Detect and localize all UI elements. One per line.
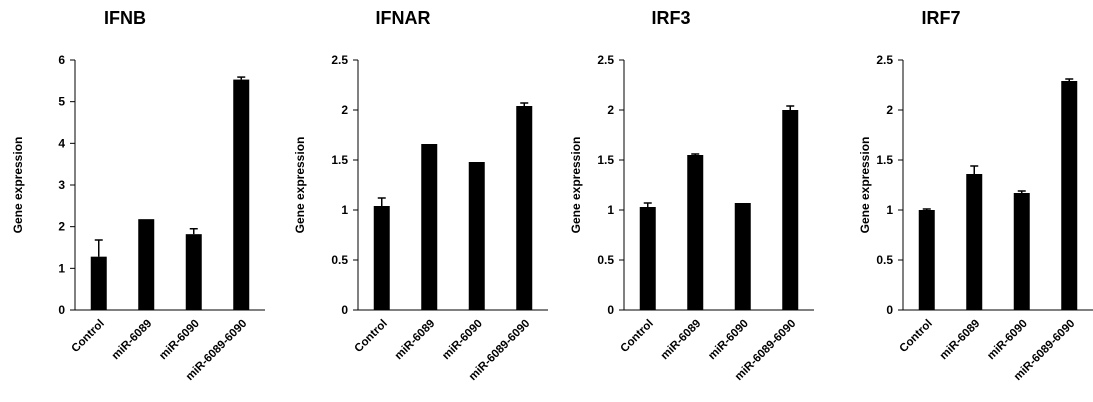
y-tick-label: 2 <box>886 103 893 117</box>
y-tick-label: 1.5 <box>331 153 348 167</box>
x-category-label: miR-6090 <box>157 318 202 363</box>
y-tick-label: 1 <box>58 261 65 275</box>
bar-mir-6090 <box>185 234 202 310</box>
y-tick-label: 3 <box>58 178 65 192</box>
x-category-label: miR-6089 <box>393 318 438 363</box>
bar-mir-6089-6090 <box>233 79 250 310</box>
x-category-label: Control <box>352 318 389 355</box>
y-tick-label: 0 <box>58 303 65 317</box>
x-category-label: miR-6090 <box>440 318 485 363</box>
chart-title: IFNB <box>104 8 146 28</box>
x-category-label: miR-6089 <box>938 318 983 363</box>
y-axis-label: Gene expression <box>11 137 25 234</box>
chart-panel-ifnb: IFNB Gene expression 0 1 2 3 4 5 6 Control miR-608… <box>0 0 273 402</box>
y-tick-label: 0.5 <box>597 253 614 267</box>
x-category-label: miR-6089 <box>110 318 155 363</box>
bar-control <box>373 206 390 310</box>
chart-title: IFNAR <box>376 8 431 28</box>
y-tick-label: 2.5 <box>597 53 614 67</box>
bar-mir-6089-6090 <box>516 106 533 310</box>
y-tick-label: 6 <box>58 53 65 67</box>
y-tick-label: 4 <box>58 136 65 150</box>
y-tick-label: 0 <box>607 303 614 317</box>
y-axis-label: Gene expression <box>293 137 307 234</box>
chart-title: IRF7 <box>921 8 960 28</box>
y-tick-label: 5 <box>58 95 65 109</box>
bar-mir-6089 <box>687 155 704 310</box>
y-tick-label: 2.5 <box>876 53 893 67</box>
y-tick-label: 1 <box>341 203 348 217</box>
bar-mir-6089 <box>421 144 438 310</box>
y-axis-label: Gene expression <box>858 137 872 234</box>
y-tick-label: 0.5 <box>331 253 348 267</box>
bar-mir-6090 <box>734 203 751 310</box>
y-tick-label: 2 <box>607 103 614 117</box>
bar-mir-6089-6090 <box>1061 81 1078 310</box>
y-tick-label: 0 <box>886 303 893 317</box>
chart-panel-irf3: IRF3 Gene expression 0 0.5 1 1.5 2 2.5 Control mi… <box>546 0 819 402</box>
x-category-label: miR-6089 <box>659 318 704 363</box>
bar-control <box>639 207 656 310</box>
y-tick-label: 1.5 <box>597 153 614 167</box>
y-tick-label: 0.5 <box>876 253 893 267</box>
bar-control <box>90 256 107 310</box>
y-axis-label: Gene expression <box>569 137 583 234</box>
x-category-label: Control <box>618 318 655 355</box>
y-tick-label: 1 <box>607 203 614 217</box>
chart-panel-irf7: IRF7 Gene expression 0 0.5 1 1.5 2 2.5 Control mi… <box>819 0 1093 402</box>
bar-mir-6090 <box>468 162 485 310</box>
bar-control <box>918 210 935 310</box>
bar-mir-6089 <box>966 174 983 310</box>
chart-svg: IFNB Gene expression 0 1 2 3 4 5 6 Control miR-608… <box>11 8 265 383</box>
bar-mir-6089-6090 <box>782 110 799 310</box>
y-tick-label: 0 <box>341 303 348 317</box>
chart-panel-ifnar: IFNAR Gene expression 0 0.5 1 1.5 2 2.5 Control m… <box>273 0 548 402</box>
x-category-label: Control <box>69 318 106 355</box>
chart-title: IRF3 <box>651 8 690 28</box>
y-tick-label: 2 <box>58 220 65 234</box>
y-tick-label: 2.5 <box>331 53 348 67</box>
x-category-label: Control <box>897 318 934 355</box>
x-category-label: miR-6090 <box>706 318 751 363</box>
y-tick-label: 1 <box>886 203 893 217</box>
bar-mir-6090 <box>1013 193 1030 310</box>
bar-mir-6089 <box>138 219 155 310</box>
y-tick-label: 2 <box>341 103 348 117</box>
x-category-label: miR-6090 <box>985 318 1030 363</box>
y-tick-label: 1.5 <box>876 153 893 167</box>
